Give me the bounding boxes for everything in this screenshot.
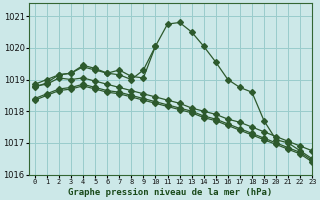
X-axis label: Graphe pression niveau de la mer (hPa): Graphe pression niveau de la mer (hPa)	[68, 188, 273, 197]
